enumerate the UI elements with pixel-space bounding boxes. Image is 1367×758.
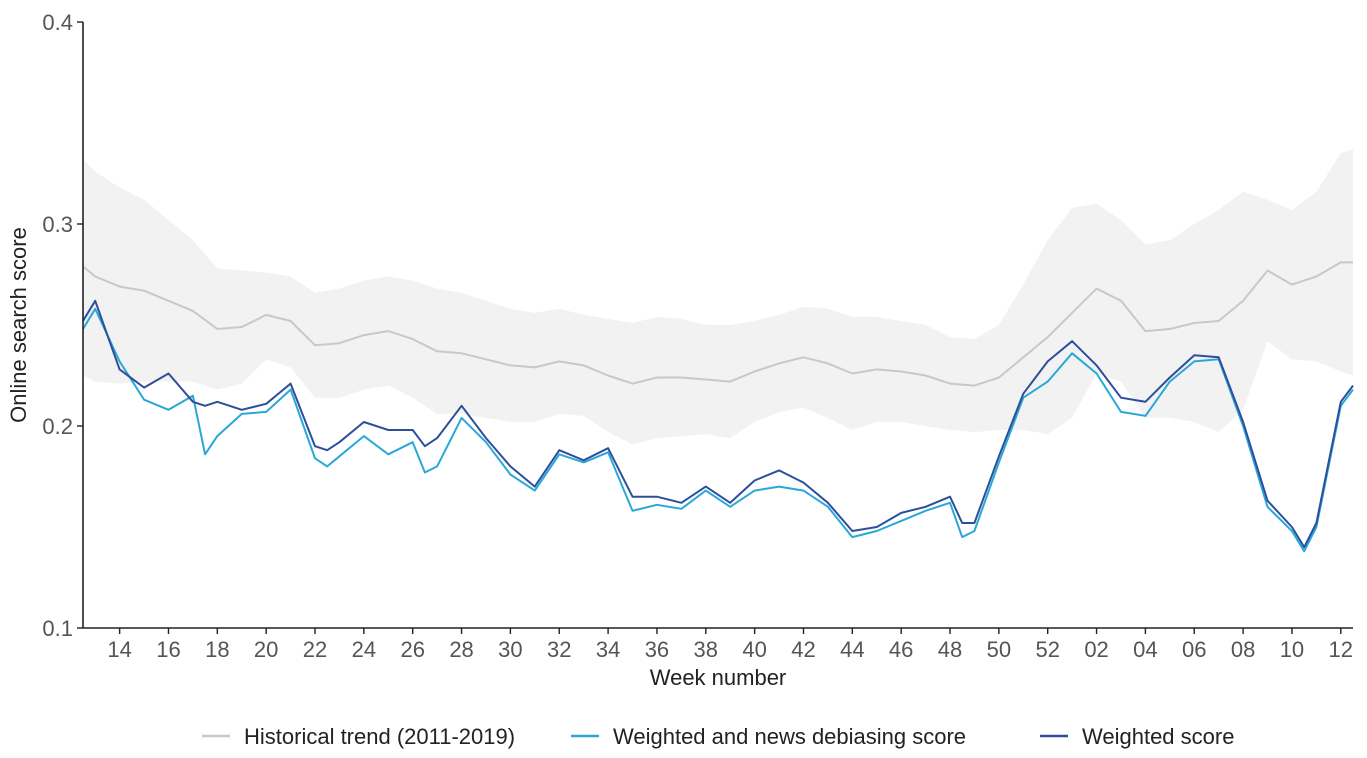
x-tick-label: 20 (254, 637, 278, 662)
x-tick-label: 28 (449, 637, 473, 662)
y-tick-label: 0.2 (42, 414, 73, 439)
legend-label: Historical trend (2011-2019) (244, 724, 515, 749)
x-tick-label: 26 (400, 637, 424, 662)
series-line-0 (82, 261, 1353, 387)
historical-range-band (83, 149, 1353, 445)
x-tick-label: 02 (1084, 637, 1108, 662)
y-tick-label: 0.1 (42, 616, 73, 641)
axes (82, 22, 1353, 629)
x-tick-label: 24 (352, 637, 376, 662)
x-tick-label: 06 (1182, 637, 1206, 662)
x-axis-title: Week number (650, 665, 787, 690)
x-tick-label: 42 (791, 637, 815, 662)
y-tick-label: 0.3 (42, 212, 73, 237)
x-tick-label: 12 (1329, 637, 1353, 662)
y-axis-title: Online search score (6, 227, 31, 423)
series-layer (82, 261, 1354, 553)
x-tick-label: 44 (840, 637, 864, 662)
x-tick-label: 30 (498, 637, 522, 662)
x-tick-label: 04 (1133, 637, 1157, 662)
x-tick-label: 14 (107, 637, 131, 662)
series-line-2 (82, 299, 1354, 549)
x-tick-label: 48 (938, 637, 962, 662)
legend-label: Weighted and news debiasing score (613, 724, 966, 749)
x-tick-label: 50 (987, 637, 1011, 662)
legend: Historical trend (2011-2019) Weighted and… (202, 724, 1234, 749)
x-tick-label: 16 (156, 637, 180, 662)
x-tick-label: 40 (742, 637, 766, 662)
x-tick-label: 10 (1280, 637, 1304, 662)
x-tick-label: 18 (205, 637, 229, 662)
x-tick-label: 08 (1231, 637, 1255, 662)
x-tick-label: 32 (547, 637, 571, 662)
x-tick-label: 34 (596, 637, 620, 662)
x-tick-label: 52 (1035, 637, 1059, 662)
x-tick-label: 38 (694, 637, 718, 662)
x-tick-label: 36 (645, 637, 669, 662)
x-tick-label: 22 (303, 637, 327, 662)
y-ticks: 0.1 0.2 0.3 0.4 (42, 10, 83, 641)
historical-band-layer (83, 149, 1353, 445)
x-tick-label: 46 (889, 637, 913, 662)
legend-label: Weighted score (1082, 724, 1234, 749)
series-line-1 (82, 307, 1354, 553)
x-ticks: 14 16 18 20 22 24 26 28 30 32 34 36 38 40 42 44 46 48 50 52… (107, 628, 1353, 662)
y-tick-label: 0.4 (42, 10, 73, 35)
